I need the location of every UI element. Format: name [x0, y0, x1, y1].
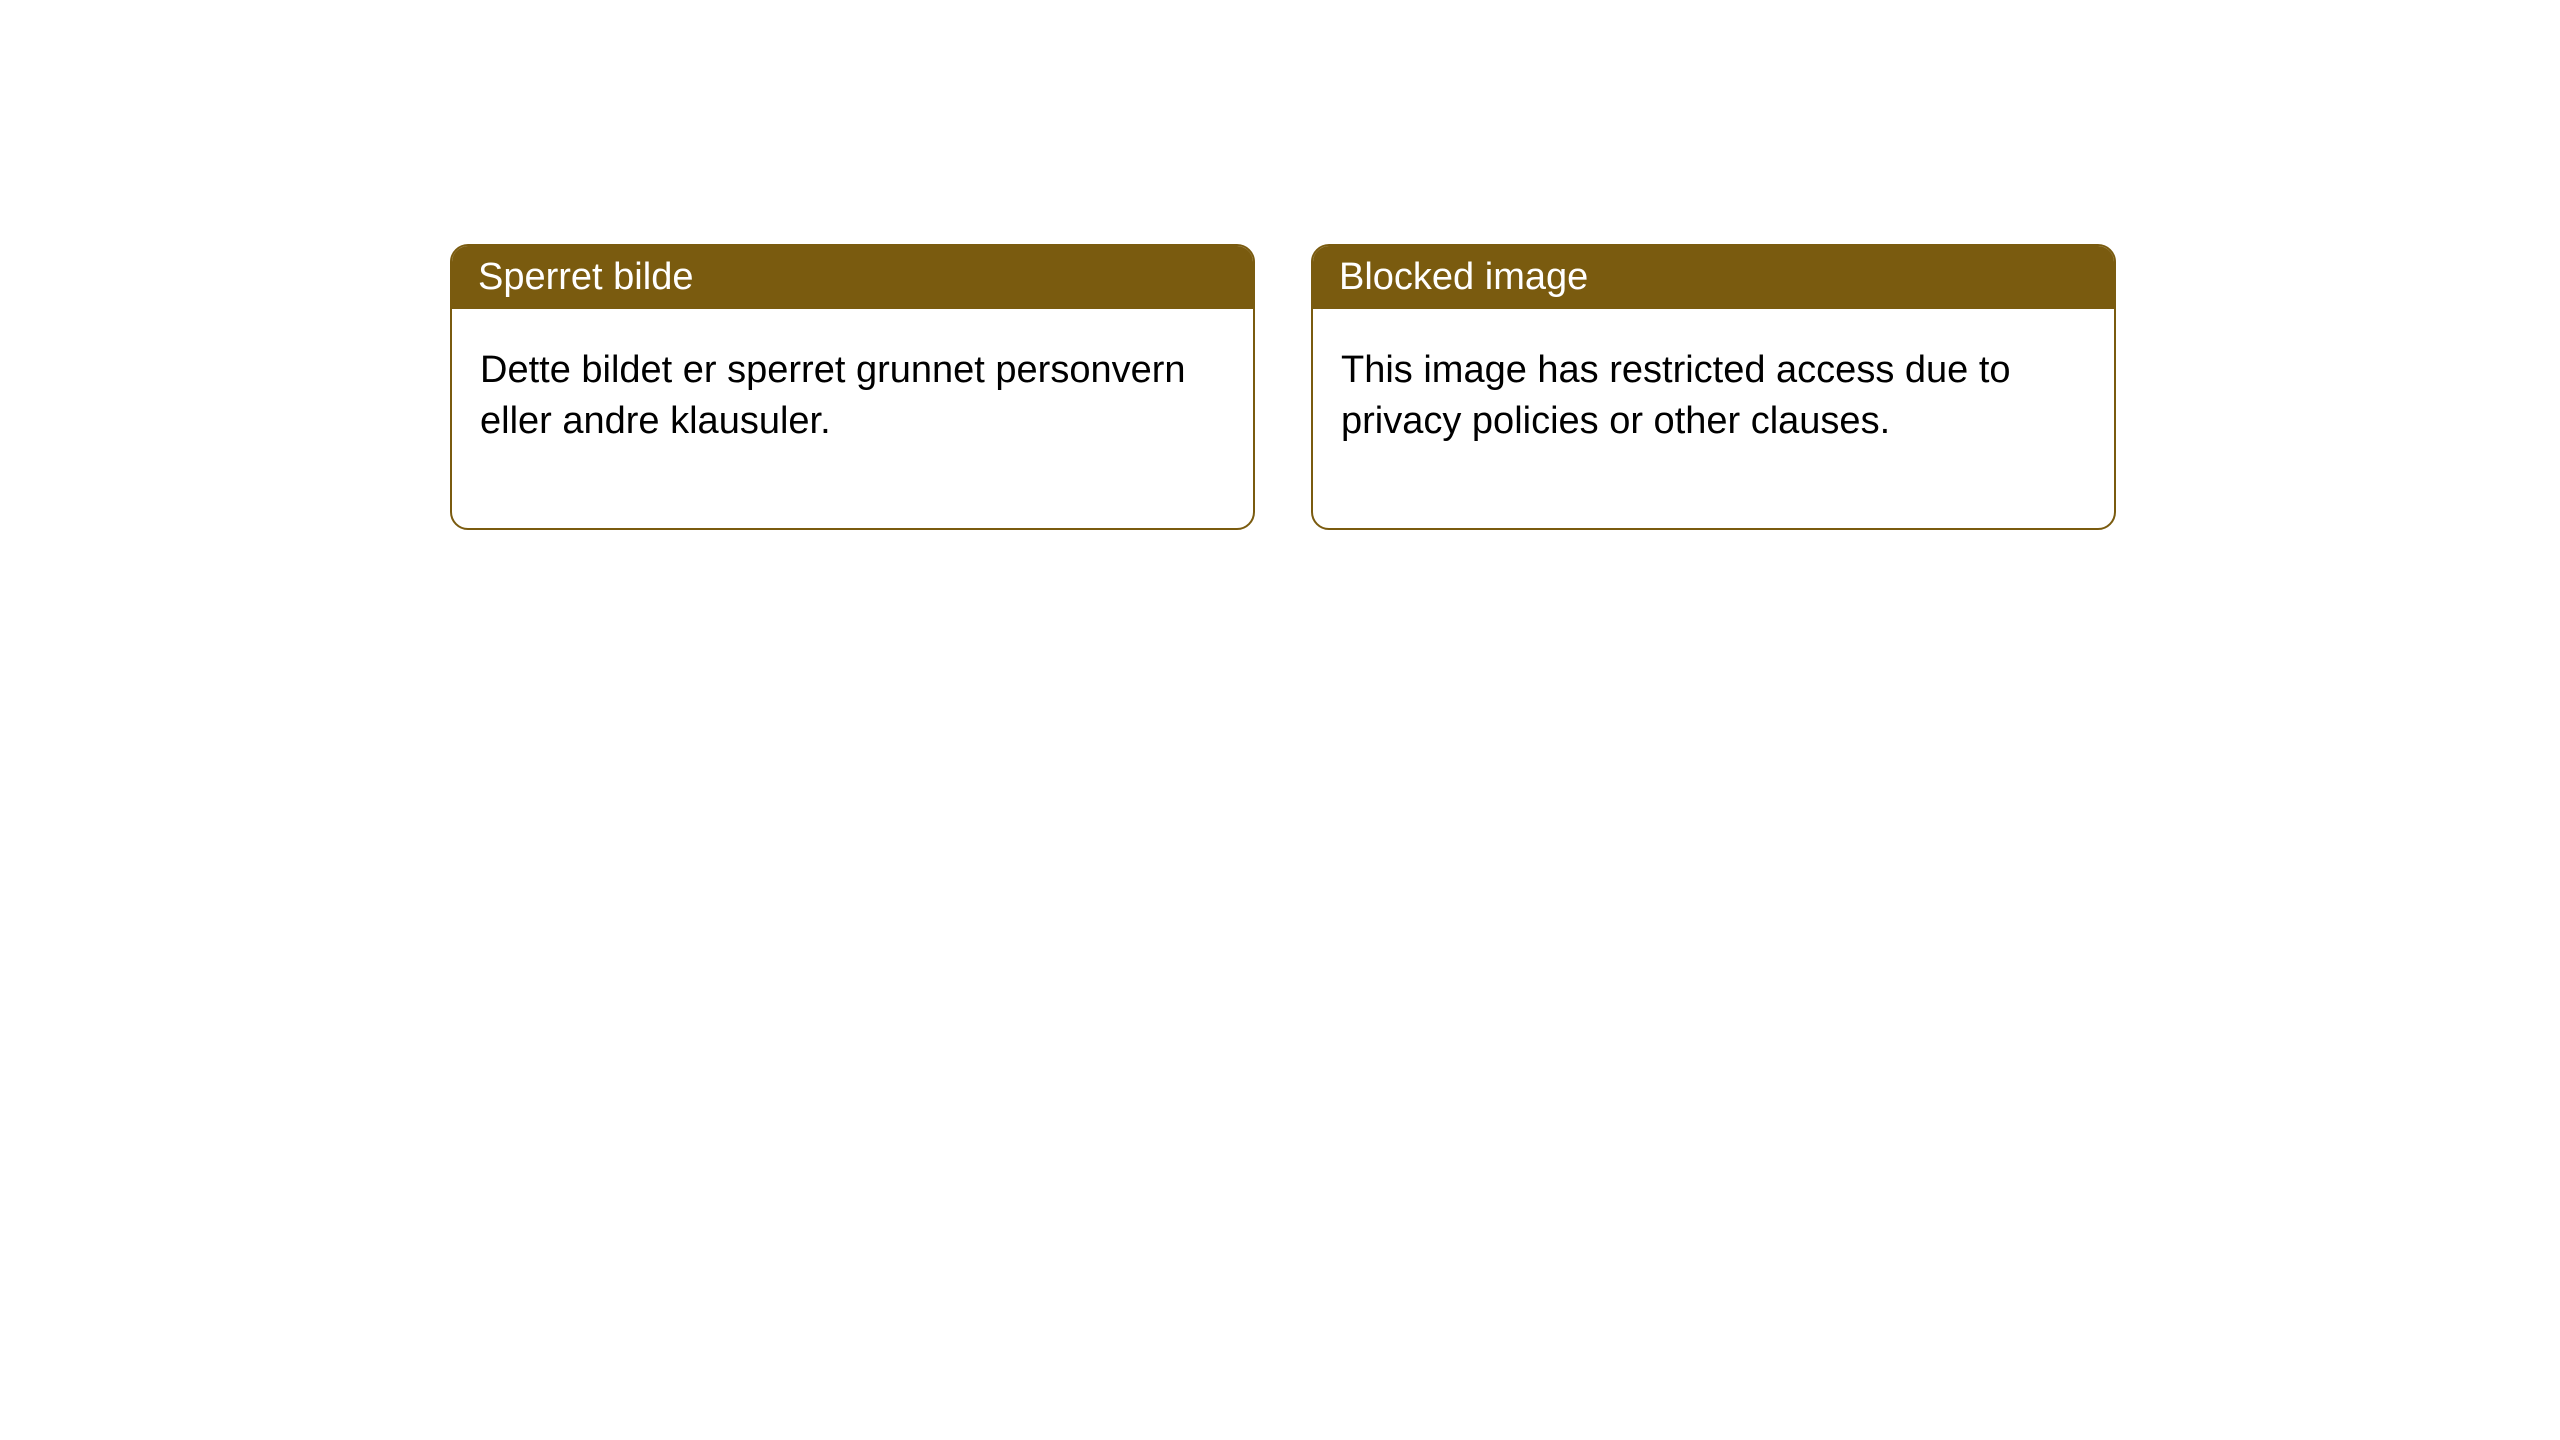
card-title: Sperret bilde [478, 256, 693, 298]
notice-card-norwegian: Sperret bilde Dette bildet er sperret gr… [450, 244, 1255, 530]
card-body-text: Dette bildet er sperret grunnet personve… [480, 349, 1186, 442]
card-header: Blocked image [1313, 246, 2114, 309]
card-body: Dette bildet er sperret grunnet personve… [452, 309, 1253, 528]
card-body-text: This image has restricted access due to … [1341, 349, 2011, 442]
card-body: This image has restricted access due to … [1313, 309, 2114, 528]
card-header: Sperret bilde [452, 246, 1253, 309]
notice-container: Sperret bilde Dette bildet er sperret gr… [0, 0, 2560, 530]
notice-card-english: Blocked image This image has restricted … [1311, 244, 2116, 530]
card-title: Blocked image [1339, 256, 1588, 298]
